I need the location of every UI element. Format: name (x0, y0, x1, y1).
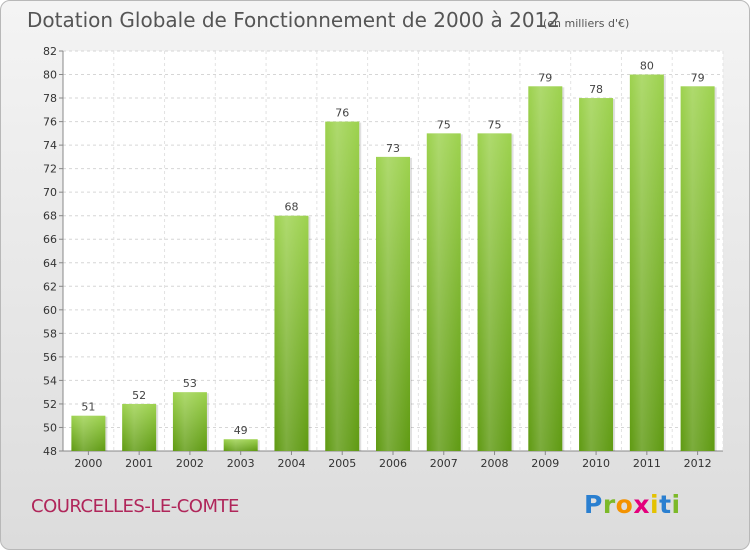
y-tick-label: 64 (43, 257, 57, 270)
x-tick-label: 2006 (379, 457, 407, 470)
y-tick-label: 76 (43, 116, 57, 129)
y-tick-label: 82 (43, 45, 57, 58)
value-label: 52 (132, 389, 146, 402)
value-label: 53 (183, 377, 197, 390)
x-tick-label: 2003 (227, 457, 255, 470)
value-label: 49 (234, 424, 248, 437)
bar-shine (71, 415, 106, 451)
x-tick-label: 2008 (481, 457, 509, 470)
y-tick-label: 66 (43, 233, 57, 246)
value-label: 79 (538, 71, 552, 84)
value-label: 76 (335, 107, 349, 120)
y-tick-label: 60 (43, 304, 57, 317)
y-tick-label: 52 (43, 398, 57, 411)
bar-shine (172, 392, 207, 451)
x-tick-label: 2001 (125, 457, 153, 470)
logo-letter: P (584, 490, 603, 519)
x-tick-label: 2011 (633, 457, 661, 470)
x-tick-label: 2009 (531, 457, 559, 470)
y-tick-label: 74 (43, 139, 57, 152)
value-label: 75 (488, 118, 502, 131)
y-tick-label: 56 (43, 351, 57, 364)
x-tick-label: 2007 (430, 457, 458, 470)
y-tick-label: 48 (43, 445, 57, 458)
y-tick-label: 54 (43, 374, 57, 387)
logo-letter: x (633, 490, 650, 519)
bar-chart: 48 50 52 54 56 58 60 62 64 66 68 70 72 74 76 78 80 82 2000… (43, 45, 724, 470)
y-tick-label: 70 (43, 186, 57, 199)
y-tick-label: 68 (43, 210, 57, 223)
x-tick-label: 2005 (328, 457, 356, 470)
y-tick-label: 72 (43, 163, 57, 176)
value-label: 73 (386, 142, 400, 155)
x-tick-label: 2000 (74, 457, 102, 470)
value-label: 80 (640, 60, 654, 73)
logo-letter: t (659, 490, 672, 519)
y-tick-label: 80 (43, 69, 57, 82)
unit-note: (en milliers d'€) (543, 17, 630, 30)
bar-shine (680, 86, 715, 451)
bar-shine (426, 133, 461, 451)
y-tick-label: 62 (43, 280, 57, 293)
chart-title: Dotation Globale de Fonctionnement de 20… (27, 8, 560, 32)
logo-letter: o (615, 490, 634, 519)
y-tick-label: 78 (43, 92, 57, 105)
logo-letter: i (671, 490, 681, 519)
commune-name: COURCELLES-LE-COMTE (31, 496, 239, 517)
x-tick-label: 2004 (277, 457, 305, 470)
bar-shine (274, 215, 309, 451)
bar-shine (376, 156, 410, 451)
bar-shine (579, 98, 614, 451)
x-tick-label: 2010 (582, 457, 610, 470)
logo-letter: i (650, 490, 660, 519)
value-label: 51 (81, 401, 95, 414)
x-tick-label: 2012 (684, 457, 712, 470)
y-tick-label: 58 (43, 327, 57, 340)
bar-shine (477, 133, 512, 451)
value-label: 79 (691, 71, 705, 84)
bar-shine (223, 439, 258, 451)
logo-letter: r (602, 490, 616, 519)
value-label: 68 (284, 201, 298, 214)
y-tick-label: 50 (43, 421, 57, 434)
value-label: 78 (589, 83, 603, 96)
bar-shine (629, 74, 664, 451)
bar-shine (528, 86, 563, 451)
proxiti-logo[interactable]: Proxiti (584, 490, 681, 519)
bar-shine (122, 403, 157, 451)
x-tick-label: 2002 (176, 457, 204, 470)
value-label: 75 (437, 118, 451, 131)
bar-shine (325, 121, 360, 452)
